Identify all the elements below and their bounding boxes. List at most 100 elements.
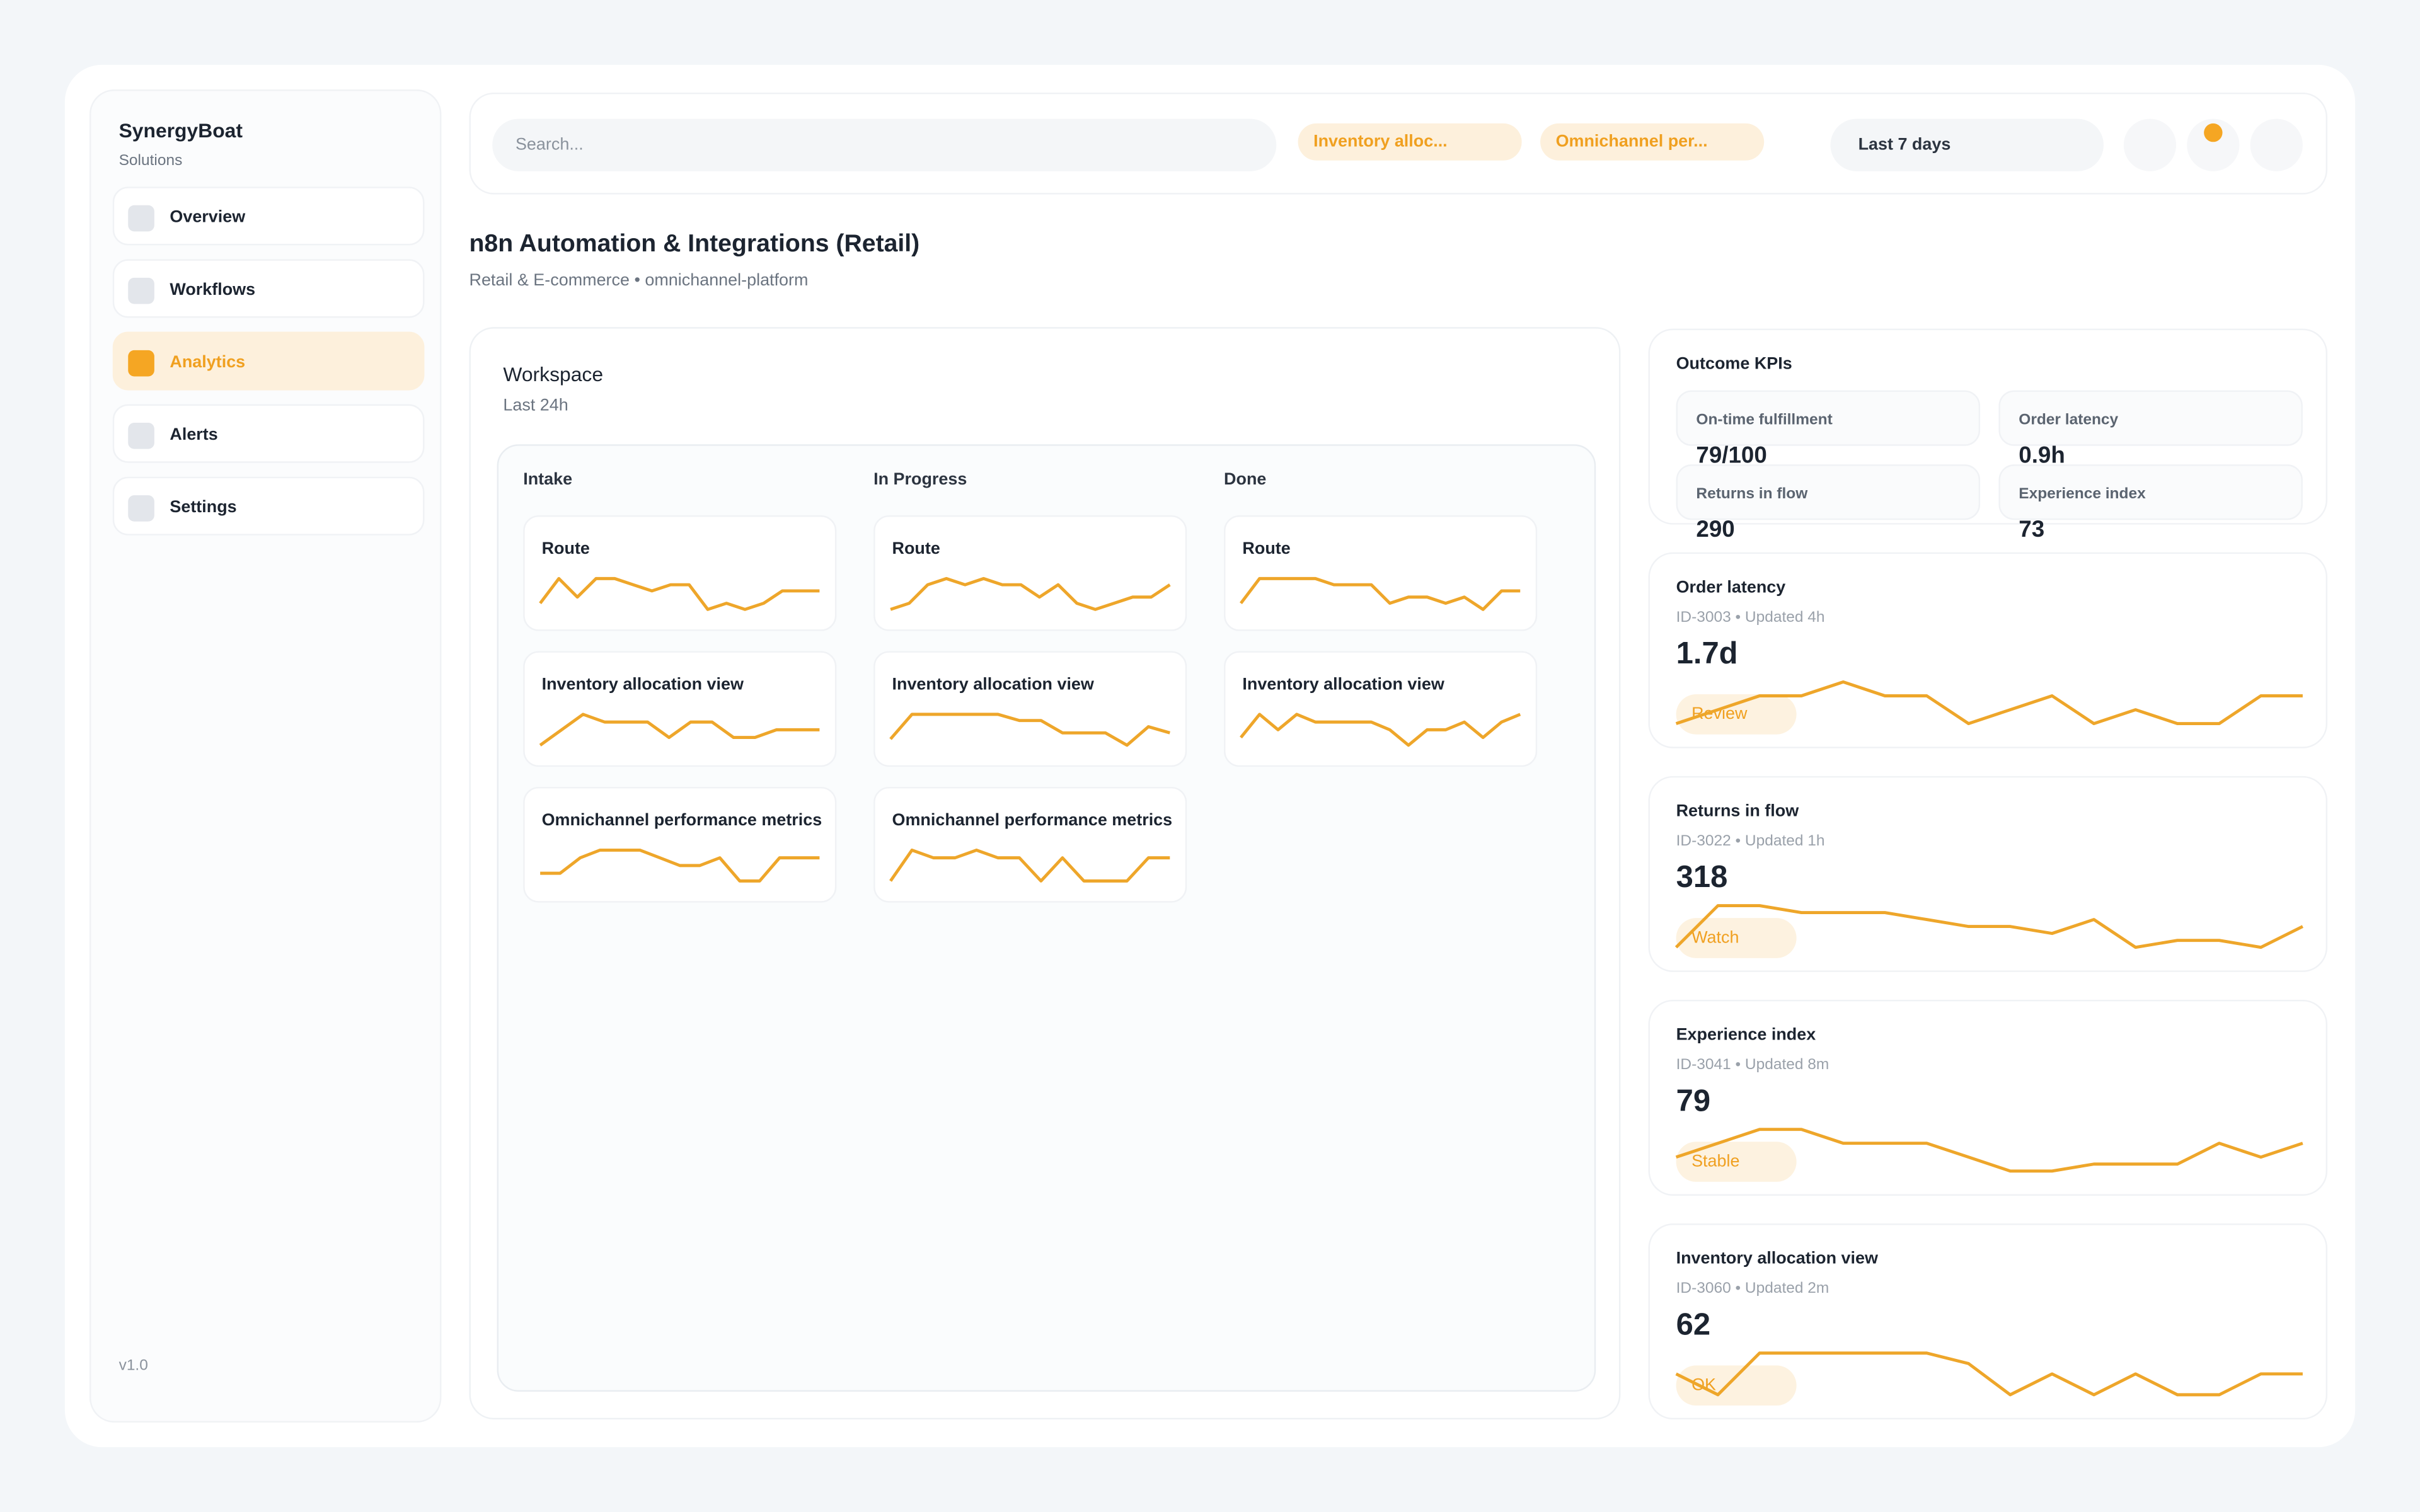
sparkline <box>1674 904 2303 949</box>
kpi-value: 73 <box>2019 517 2045 544</box>
notification-dot <box>2204 123 2223 142</box>
metric-meta: ID-3060 • Updated 2m <box>1676 1280 1829 1298</box>
page-subtitle: Retail & E-commerce • omnichannel-platfo… <box>469 272 809 290</box>
workflow-card[interactable]: Inventory allocation view <box>523 651 837 767</box>
nav-item[interactable]: Analytics <box>112 331 425 391</box>
sidebar: SynergyBoat Solutions Overview Workflows Ana… <box>89 89 442 1423</box>
sparkline-path <box>1240 576 1521 611</box>
nav-icon <box>128 495 154 522</box>
sparkline-path <box>1675 1351 2303 1397</box>
metric-value: 1.7d <box>1676 637 1738 672</box>
card-title: Inventory allocation view <box>541 675 744 695</box>
kpi-tile: Returns in flow 290 <box>1676 464 1981 542</box>
nav-icon <box>128 277 154 304</box>
metric-meta: ID-3041 • Updated 8m <box>1676 1057 1829 1074</box>
sparkline-path <box>1675 1128 2303 1173</box>
nav-icon <box>128 423 154 449</box>
metric-card: Returns in flow ID-3022 • Updated 1h 318 Wa… <box>1648 776 2328 972</box>
workflow-card[interactable]: Inventory allocation view <box>1224 651 1538 767</box>
card-title: Route <box>541 540 590 559</box>
metric-title: Order latency <box>1676 578 1786 597</box>
brand-subtitle: Solutions <box>118 152 183 170</box>
sparkline-path <box>539 576 820 611</box>
sparkline <box>1240 576 1521 611</box>
card-title: Route <box>892 540 940 559</box>
workflow-card[interactable]: Omnichannel performance metrics <box>873 786 1187 903</box>
sparkline <box>1240 713 1521 747</box>
date-range-label: Last 7 days <box>1858 135 1951 154</box>
card-title: Route <box>1242 540 1291 559</box>
workspace-subtitle: Last 24h <box>503 396 568 415</box>
sparkline <box>1675 680 2303 726</box>
nav-item[interactable]: Settings <box>112 476 425 536</box>
workflow-card[interactable]: Inventory allocation view <box>873 651 1187 767</box>
metric-title: Experience index <box>1676 1026 1816 1045</box>
nav-item[interactable]: Alerts <box>112 404 425 463</box>
sparkline-path <box>890 576 1171 611</box>
nav-item[interactable]: Overview <box>112 186 425 246</box>
card-title: Omnichannel performance metrics <box>541 811 822 830</box>
sparkline <box>1675 1128 2303 1173</box>
sparkline <box>1675 1351 2303 1397</box>
nav-label: Alerts <box>170 425 218 445</box>
version: v1.0 <box>118 1358 148 1375</box>
workspace-title: Workspace <box>503 362 604 386</box>
sparkline-path <box>1675 680 2303 726</box>
icon-button[interactable] <box>2123 118 2177 171</box>
column-title: Done <box>1224 470 1267 490</box>
metric-value: 79 <box>1676 1084 1711 1119</box>
workflow-card[interactable]: Omnichannel performance metrics <box>523 786 837 903</box>
sparkline <box>539 713 820 747</box>
page-title: n8n Automation & Integrations (Retail) <box>469 231 920 258</box>
card-title: Omnichannel performance metrics <box>892 811 1173 830</box>
notifications-button[interactable] <box>2187 118 2240 171</box>
workspace-panel: Workspace Last 24h Intake Route Inventory al… <box>469 327 1621 1420</box>
sparkline-path <box>539 713 820 747</box>
filter-chip[interactable]: Omnichannel per... <box>1540 123 1765 161</box>
kpi-label: On-time fulfillment <box>1696 411 1833 429</box>
nav-icon <box>128 205 154 232</box>
kpi-panel: Outcome KPIs On-time fulfillment 79/100 Ord… <box>1648 328 2328 542</box>
column-title: In Progress <box>873 470 967 490</box>
sparkline-path <box>1674 904 2303 949</box>
search-input[interactable]: Search... <box>492 118 1277 171</box>
metric-card: Order latency ID-3003 • Updated 4h 1.7d Rev… <box>1648 552 2328 748</box>
kpi-value: 79/100 <box>1696 442 1767 469</box>
card-title: Inventory allocation view <box>1242 675 1444 695</box>
search-placeholder: Search... <box>515 135 584 154</box>
sparkline <box>540 848 820 883</box>
chip-label: Omnichannel per... <box>1555 132 1708 152</box>
kanban-board: Intake Route Inventory allocation view Omni… <box>497 444 1596 1392</box>
workflow-card[interactable]: Route <box>1224 515 1538 631</box>
metric-value: 318 <box>1676 861 1728 895</box>
status-badge: Watch <box>1676 918 1797 958</box>
kpi-tile: On-time fulfillment 79/100 <box>1676 390 1981 467</box>
kpi-tile: Order latency 0.9h <box>1998 390 2303 467</box>
metric-meta: ID-3022 • Updated 1h <box>1676 833 1825 850</box>
sparkline <box>889 713 1171 747</box>
sparkline-path <box>540 848 820 883</box>
kpi-label: Order latency <box>2019 411 2119 429</box>
icon-button[interactable] <box>2250 118 2303 171</box>
metric-meta: ID-3003 • Updated 4h <box>1676 609 1825 627</box>
nav-label: Overview <box>170 208 246 227</box>
date-range[interactable]: Last 7 days <box>1830 118 2104 171</box>
nav-item[interactable]: Workflows <box>112 259 425 318</box>
workflow-card[interactable]: Route <box>873 515 1187 631</box>
sparkline <box>539 576 820 611</box>
filter-chip[interactable]: Inventory alloc... <box>1298 123 1522 161</box>
sparkline <box>889 848 1170 883</box>
kpi-value: 0.9h <box>2019 442 2065 469</box>
metric-value: 62 <box>1676 1308 1711 1343</box>
topbar: Search... Inventory alloc... Omnichannel p… <box>469 92 2328 195</box>
status-badge: Stable <box>1676 1142 1797 1182</box>
kpi-tile: Experience index 73 <box>1998 464 2303 542</box>
workflow-card[interactable]: Route <box>523 515 837 631</box>
nav-label: Workflows <box>170 280 256 300</box>
kpi-value: 290 <box>1696 517 1735 544</box>
sparkline-path <box>889 848 1170 883</box>
status-label: Watch <box>1691 929 1739 948</box>
kpi-label: Returns in flow <box>1696 486 1808 503</box>
metric-card: Experience index ID-3041 • Updated 8m 79 St… <box>1648 999 2328 1196</box>
